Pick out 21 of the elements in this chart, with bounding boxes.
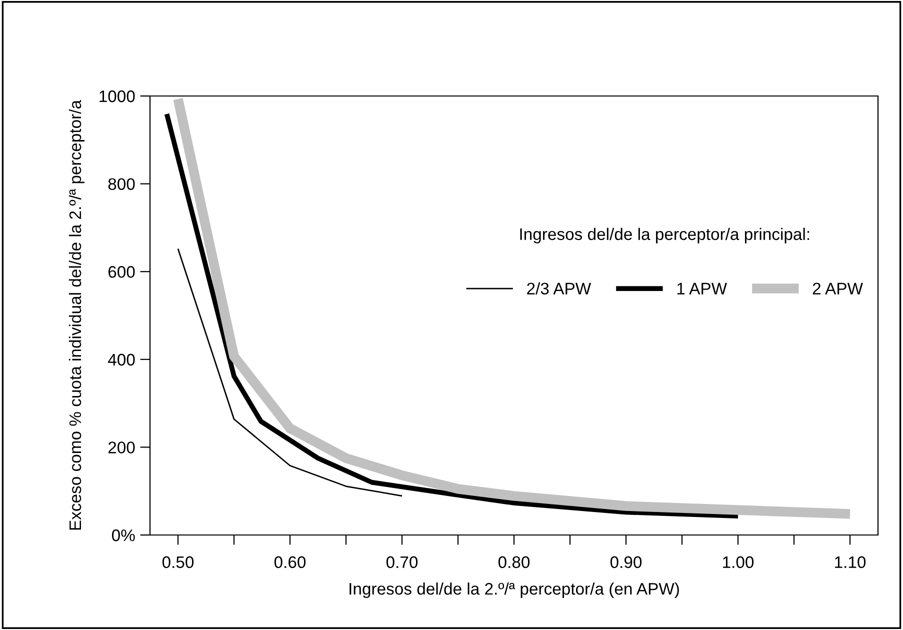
y-tick-label: 600 bbox=[108, 266, 135, 278]
x-tick-label: 0.60 bbox=[274, 556, 306, 568]
legend-label: 1 APW bbox=[677, 282, 727, 294]
line-series bbox=[177, 248, 403, 497]
y-tick-label: 800 bbox=[108, 178, 135, 190]
x-tick-label: 1.10 bbox=[835, 556, 866, 568]
legend-label: 2 APW bbox=[812, 282, 863, 294]
x-axis-title: Ingresos del/de la 2.º/ª perceptor/a (en APW) bbox=[350, 582, 679, 598]
x-tick-label: 0.80 bbox=[498, 556, 530, 568]
y-tick-label: 400 bbox=[108, 354, 135, 366]
legend-title: Ingresos del/de la perceptor/a principal: bbox=[520, 228, 810, 244]
y-axis-title: Exceso como % cuota individual del/de la 2.º/ª perceptor/a bbox=[68, 100, 84, 530]
x-tick-label: 0.50 bbox=[162, 556, 194, 568]
legend-label: 2/3 APW bbox=[527, 282, 592, 295]
y-tick-label: 200 bbox=[108, 442, 135, 454]
x-tick-label: 1.00 bbox=[723, 556, 754, 568]
x-tick-label: 0.90 bbox=[610, 556, 642, 568]
line-series bbox=[164, 112, 740, 519]
x-tick-label: 0.70 bbox=[386, 556, 418, 568]
y-tick-label: 0% bbox=[112, 529, 135, 542]
y-tick-label: 1000 bbox=[100, 90, 135, 102]
